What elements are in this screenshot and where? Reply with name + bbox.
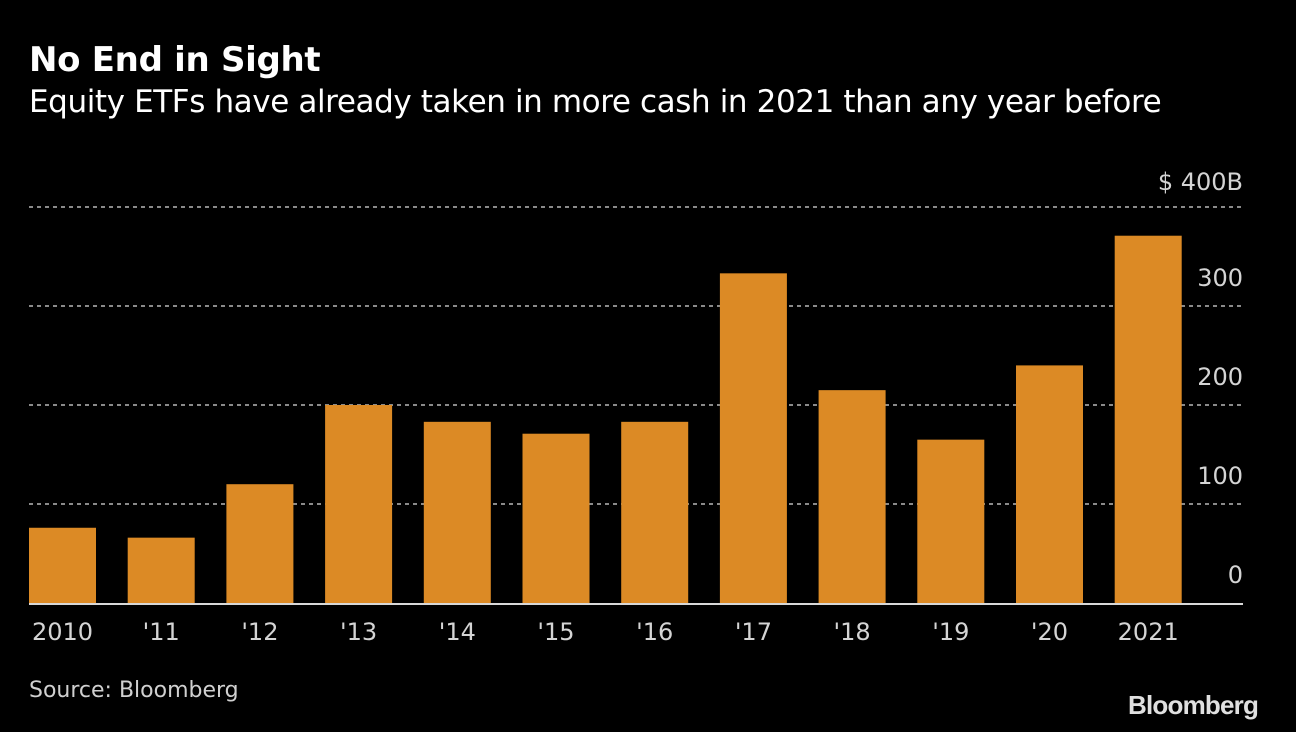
bar-16: [621, 421, 689, 603]
x-tick-label: '13: [340, 618, 377, 646]
x-tick-label: '14: [439, 618, 476, 646]
bar-14: [423, 421, 491, 603]
bar-2010: [29, 527, 96, 603]
bloomberg-logo: Bloomberg: [1128, 690, 1259, 720]
bar-15: [522, 433, 590, 603]
bar-12: [226, 484, 294, 603]
y-tick-label: $ 400B: [1158, 168, 1243, 196]
x-tick-label: '19: [932, 618, 969, 646]
bar-17: [719, 273, 787, 603]
y-tick-label: 100: [1197, 462, 1243, 490]
chart-title: No End in Sight: [29, 40, 321, 80]
bar-2021: [1114, 235, 1182, 603]
x-tick-label: '12: [241, 618, 278, 646]
source-note: Source: Bloomberg: [29, 678, 239, 703]
y-axis-labels: 0 100 200 300 $ 400B: [1158, 168, 1243, 589]
x-tick-label: '16: [636, 618, 673, 646]
x-tick-label: 2021: [1118, 618, 1179, 646]
bar-18: [818, 390, 886, 603]
x-tick-label: '11: [143, 618, 180, 646]
x-tick-label: '17: [735, 618, 772, 646]
x-tick-label: '18: [834, 618, 871, 646]
chart-subtitle: Equity ETFs have already taken in more c…: [29, 84, 1162, 120]
y-tick-label: 300: [1197, 264, 1243, 292]
x-tick-label: '20: [1031, 618, 1068, 646]
y-tick-label: 200: [1197, 363, 1243, 391]
bars: [29, 235, 1182, 603]
bar-13: [325, 405, 393, 603]
bar-11: [127, 537, 195, 603]
x-axis-labels: 2010 '11 '12 '13 '14 '15 '16 '17 '18 '19 '20 2021: [32, 618, 1179, 646]
bar-19: [917, 439, 985, 603]
y-tick-label: 0: [1228, 561, 1243, 589]
bar-20: [1016, 365, 1083, 603]
x-tick-label: 2010: [32, 618, 93, 646]
x-tick-label: '15: [537, 618, 574, 646]
